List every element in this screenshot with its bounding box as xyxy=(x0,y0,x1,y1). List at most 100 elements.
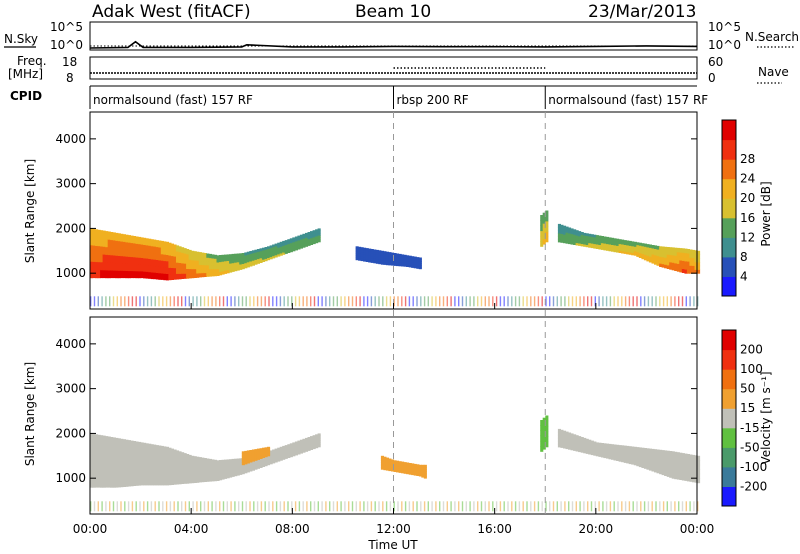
heat-cell xyxy=(583,232,587,236)
heat-cell xyxy=(669,254,673,259)
heat-cell xyxy=(256,256,260,260)
ground-scatter-cell xyxy=(590,501,593,512)
heat-cell xyxy=(411,263,415,266)
heat-cell xyxy=(221,463,225,467)
heat-cell xyxy=(302,240,306,244)
heat-cell xyxy=(616,452,620,456)
heat-cell xyxy=(565,431,569,435)
heat-cell xyxy=(633,449,637,454)
heat-cell xyxy=(565,440,569,444)
heat-cell xyxy=(135,470,139,479)
heat-cell xyxy=(279,248,283,252)
heat-cell xyxy=(155,246,159,254)
heat-cell xyxy=(310,447,314,450)
heat-cell xyxy=(249,454,253,457)
heat-cell xyxy=(651,251,655,255)
x-axis-ticks: 00:00 04:00 08:00 12:00 16:00 20:00 00:00 xyxy=(73,303,714,536)
heat-cell xyxy=(651,257,655,261)
heat-cell xyxy=(648,455,652,460)
heat-cell xyxy=(279,449,283,452)
heat-cell xyxy=(188,263,192,270)
heat-cell xyxy=(264,258,268,262)
heat-cell xyxy=(125,455,129,464)
heat-cell xyxy=(542,218,546,224)
ground-scatter-cell xyxy=(150,501,153,512)
heat-cell xyxy=(178,473,182,479)
heat-cell xyxy=(196,268,200,274)
heat-cell xyxy=(542,238,546,245)
heat-cell xyxy=(568,443,572,447)
heat-cell xyxy=(578,240,582,244)
heat-cell xyxy=(95,469,99,479)
heat-cell xyxy=(401,465,405,468)
heat-cell xyxy=(684,269,688,274)
heat-cell xyxy=(370,260,374,263)
heat-cell xyxy=(689,458,693,464)
ground-scatter-cell xyxy=(234,501,236,512)
heat-cell xyxy=(646,462,650,467)
heat-cell xyxy=(305,440,309,443)
heat-cell xyxy=(163,446,167,454)
heat-cell xyxy=(583,244,587,247)
heat-cell xyxy=(241,468,245,472)
colorbar-segment xyxy=(722,369,736,390)
ground-scatter-cell xyxy=(446,296,448,307)
heat-cell xyxy=(183,248,187,254)
heat-cell xyxy=(585,244,589,248)
ground-scatter-cell xyxy=(598,296,600,307)
heat-cell xyxy=(312,234,316,238)
heat-cell xyxy=(289,249,293,253)
heat-cell xyxy=(279,451,283,454)
heat-cell xyxy=(292,442,296,446)
heat-cell xyxy=(401,264,405,267)
heat-cell xyxy=(95,478,99,488)
heat-cell xyxy=(254,462,258,465)
heat-cell xyxy=(648,459,652,464)
heat-cell xyxy=(575,232,579,236)
heat-cell xyxy=(264,450,268,453)
ground-scatter-cell xyxy=(556,296,558,307)
heat-cell xyxy=(557,440,561,445)
heat-cell xyxy=(623,244,627,248)
heat-cell xyxy=(102,238,106,247)
heat-cell xyxy=(305,444,309,448)
heat-cell xyxy=(391,252,395,256)
heat-cell xyxy=(661,253,665,258)
heat-cell xyxy=(125,234,129,243)
heat-cell xyxy=(135,270,139,279)
heat-cell xyxy=(229,254,233,258)
heat-cell xyxy=(654,251,658,256)
ground-scatter-cell xyxy=(514,501,517,512)
heat-cell xyxy=(148,238,152,246)
heat-cell xyxy=(664,454,668,460)
heat-cell xyxy=(636,450,640,454)
heat-cell xyxy=(370,249,374,252)
heat-cell xyxy=(403,256,407,260)
heat-cell xyxy=(593,446,597,449)
heat-cell xyxy=(401,470,405,474)
heat-cell xyxy=(292,451,296,454)
heat-cell xyxy=(383,461,387,464)
heat-cell xyxy=(360,247,364,250)
heat-cell xyxy=(216,467,220,471)
heat-cell xyxy=(365,252,369,256)
colorbar-frame xyxy=(721,329,737,507)
heat-cell xyxy=(681,475,685,481)
heat-cell xyxy=(115,470,119,480)
heat-cell xyxy=(391,258,395,262)
heat-cell xyxy=(299,448,303,452)
heat-cell xyxy=(401,260,405,263)
ground-scatter-cell xyxy=(272,501,274,512)
heat-cell xyxy=(269,252,273,255)
heat-cell xyxy=(188,468,192,475)
heat-cell xyxy=(254,452,258,456)
heat-cell xyxy=(659,249,663,254)
heat-cell xyxy=(694,265,698,270)
heat-cell xyxy=(540,440,544,447)
heat-cell xyxy=(107,453,111,463)
heat-cell xyxy=(421,466,425,470)
heat-cell xyxy=(595,442,599,446)
heat-cell xyxy=(231,256,235,261)
heat-cell xyxy=(363,247,367,251)
heat-cell xyxy=(623,251,627,254)
